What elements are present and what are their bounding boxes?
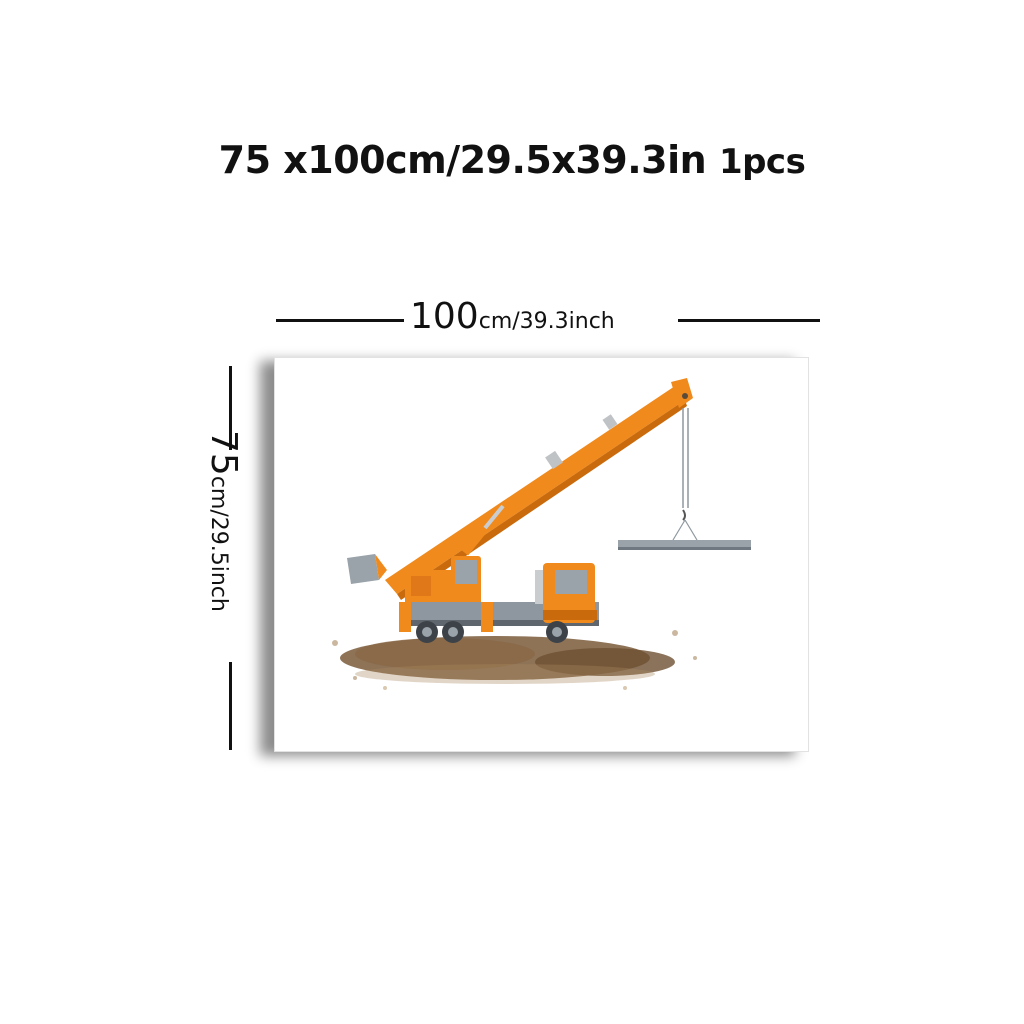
hoist-cable-and-beam (618, 408, 751, 550)
truck-wheels (416, 621, 568, 643)
width-value: 100 (410, 296, 479, 337)
width-dimension-label: 100cm/39.3inch (410, 296, 670, 337)
height-dimension-label: 75cm/29.5inch (203, 430, 244, 670)
height-unit: cm/29.5inch (206, 475, 231, 612)
width-dimension-line-right (678, 319, 820, 322)
canvas-print (274, 357, 809, 752)
height-value: 75 (203, 430, 244, 476)
size-text: 75 x100cm/29.5x39.3in (218, 138, 707, 182)
dirt-ground (332, 630, 697, 690)
crane-cabin (405, 556, 481, 602)
truck-cab (535, 563, 597, 623)
crane-bucket (347, 554, 387, 584)
width-unit: cm/39.3inch (478, 309, 615, 334)
height-dimension-line-bottom (229, 662, 232, 750)
crane-truck-artwork (332, 378, 751, 690)
product-size-title: 75 x100cm/29.5x39.3in 1pcs (0, 138, 1024, 182)
quantity-text: 1pcs (718, 142, 806, 182)
height-dimension-line-top (229, 366, 232, 450)
width-dimension-line-left (276, 319, 404, 322)
crane-boom (385, 378, 693, 600)
